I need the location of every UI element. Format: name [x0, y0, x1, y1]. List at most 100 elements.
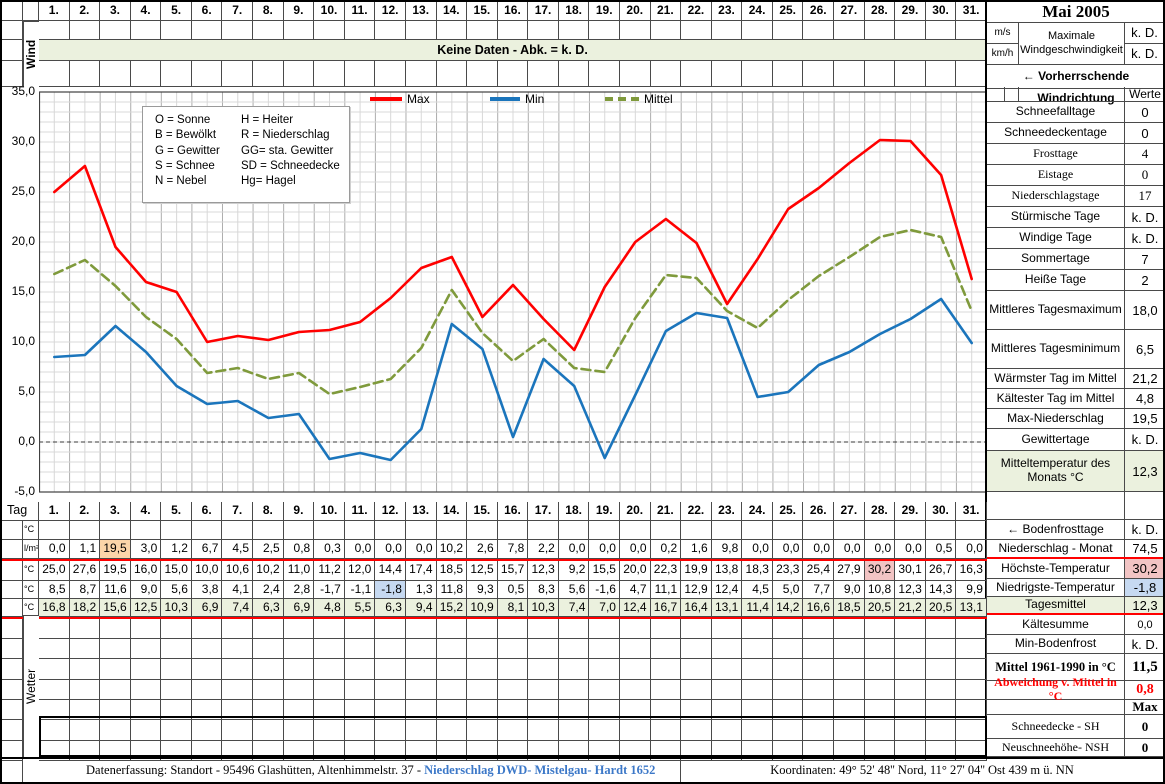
max-temp-cell[interactable]: 19,9 — [681, 561, 712, 581]
wetter-entry-cell[interactable] — [619, 680, 651, 700]
wind-cell[interactable] — [681, 61, 712, 87]
stat-value[interactable]: 0 — [1141, 125, 1149, 141]
wind-cell[interactable] — [344, 21, 376, 40]
mittel-temp-cell[interactable]: 20,5 — [864, 599, 896, 617]
mittel-temp-cell[interactable]: 12,5 — [130, 599, 162, 617]
wetter-entry-cell[interactable] — [130, 639, 162, 659]
day-header-cell[interactable]: 30. — [925, 2, 957, 21]
wetter-entry-cell[interactable] — [895, 700, 926, 720]
mittel-temp-cell[interactable]: 7,4 — [558, 599, 590, 617]
wetter-entry-cell[interactable] — [436, 700, 468, 720]
wetter-entry-cell[interactable] — [191, 639, 223, 659]
empty-value-cell[interactable] — [711, 521, 743, 540]
min-temp-cell[interactable]: 8,7 — [69, 581, 101, 599]
wetter-entry-cell[interactable] — [589, 741, 620, 761]
wetter-entry-cell[interactable] — [925, 741, 957, 761]
precipitation-cell[interactable]: 0,0 — [375, 540, 406, 559]
wetter-entry-cell[interactable] — [925, 720, 957, 741]
wind-cell[interactable] — [956, 61, 987, 87]
wind-cell[interactable] — [589, 21, 620, 40]
wetter-entry-cell[interactable] — [39, 680, 70, 700]
wetter-entry-cell[interactable] — [711, 619, 743, 639]
wetter-entry-cell[interactable] — [405, 700, 437, 720]
day-header-cell[interactable]: 19. — [589, 2, 620, 21]
wetter-entry-cell[interactable] — [467, 619, 498, 639]
wetter-entry-cell[interactable] — [405, 680, 437, 700]
wetter-entry-cell[interactable] — [528, 619, 559, 639]
max-temp-cell[interactable]: 11,2 — [314, 561, 345, 581]
wetter-entry-cell[interactable] — [895, 619, 926, 639]
wind-cell[interactable] — [772, 61, 804, 87]
min-temp-cell[interactable]: 7,7 — [803, 581, 835, 599]
wind-cell[interactable] — [467, 61, 498, 87]
wetter-entry-cell[interactable] — [69, 700, 101, 720]
mittel-temp-cell[interactable]: 18,5 — [834, 599, 865, 617]
wetter-entry-cell[interactable] — [834, 659, 865, 680]
wetter-entry-cell[interactable] — [711, 720, 743, 741]
wetter-entry-cell[interactable] — [314, 741, 345, 761]
day-header-cell[interactable]: 22. — [681, 502, 712, 521]
wind-cell[interactable] — [375, 61, 406, 87]
mittel-temp-cell[interactable]: 16,4 — [681, 599, 712, 617]
stat-value[interactable]: 4,8 — [1135, 391, 1155, 406]
wetter-entry-cell[interactable] — [253, 639, 284, 659]
wetter-entry-cell[interactable] — [283, 619, 315, 639]
stat-value[interactable]: 18,0 — [1132, 302, 1158, 318]
wetter-entry-cell[interactable] — [344, 720, 376, 741]
wetter-entry-cell[interactable] — [69, 619, 101, 639]
wetter-entry-cell[interactable] — [130, 680, 162, 700]
wetter-entry-cell[interactable] — [100, 700, 131, 720]
wetter-entry-cell[interactable] — [619, 700, 651, 720]
wetter-entry-cell[interactable] — [803, 741, 835, 761]
wetter-entry-cell[interactable] — [650, 680, 682, 700]
precipitation-cell[interactable]: 0,2 — [650, 540, 682, 559]
wetter-entry-cell[interactable] — [956, 700, 987, 720]
wetter-entry-cell[interactable] — [497, 720, 529, 741]
mittel-temp-cell[interactable]: 6,3 — [253, 599, 284, 617]
precipitation-cell[interactable]: 0,0 — [772, 540, 804, 559]
max-temp-cell[interactable]: 18,3 — [742, 561, 773, 581]
empty-value-cell[interactable] — [39, 521, 70, 540]
wetter-entry-cell[interactable] — [405, 619, 437, 639]
day-header-cell[interactable]: 25. — [772, 2, 804, 21]
wetter-entry-cell[interactable] — [467, 700, 498, 720]
stat-value[interactable]: k. D. — [1131, 209, 1159, 225]
wetter-entry-cell[interactable] — [314, 619, 345, 639]
wetter-entry-cell[interactable] — [222, 659, 254, 680]
min-temp-cell[interactable]: 8,5 — [39, 581, 70, 599]
wetter-entry-cell[interactable] — [558, 680, 590, 700]
min-temp-cell[interactable]: 1,3 — [405, 581, 437, 599]
wetter-entry-cell[interactable] — [69, 639, 101, 659]
wind-cell[interactable] — [100, 61, 131, 87]
wetter-entry-cell[interactable] — [956, 639, 987, 659]
wetter-entry-cell[interactable] — [528, 659, 559, 680]
day-header-cell[interactable]: 21. — [650, 2, 682, 21]
day-header-cell[interactable]: 22. — [681, 2, 712, 21]
wind-cell[interactable] — [803, 61, 835, 87]
wetter-entry-cell[interactable] — [497, 700, 529, 720]
wetter-entry-cell[interactable] — [589, 619, 620, 639]
max-windspeed-ms-value[interactable]: k. D. — [1125, 23, 1163, 44]
wetter-entry-cell[interactable] — [589, 720, 620, 741]
stat-value[interactable]: 74,5 — [1132, 541, 1158, 556]
wetter-entry-cell[interactable] — [344, 659, 376, 680]
wind-cell[interactable] — [864, 21, 896, 40]
max-temp-cell[interactable]: 10,6 — [222, 561, 254, 581]
wetter-entry-cell[interactable] — [681, 700, 712, 720]
wind-cell[interactable] — [528, 61, 559, 87]
mittel-temp-cell[interactable]: 14,2 — [772, 599, 804, 617]
max-temp-cell[interactable]: 20,0 — [619, 561, 651, 581]
min-temp-cell[interactable]: -1,1 — [344, 581, 376, 599]
wetter-entry-cell[interactable] — [650, 741, 682, 761]
stat-value[interactable]: 19,5 — [1132, 411, 1158, 426]
wind-cell[interactable] — [436, 61, 468, 87]
empty-value-cell[interactable] — [650, 521, 682, 540]
empty-value-cell[interactable] — [681, 521, 712, 540]
stat-value[interactable]: k. D. — [1131, 432, 1159, 447]
wetter-entry-cell[interactable] — [619, 659, 651, 680]
day-header-cell[interactable]: 27. — [834, 502, 865, 521]
wetter-entry-cell[interactable] — [528, 639, 559, 659]
precipitation-cell[interactable]: 10,2 — [436, 540, 468, 559]
wetter-entry-cell[interactable] — [956, 659, 987, 680]
wetter-entry-cell[interactable] — [834, 680, 865, 700]
